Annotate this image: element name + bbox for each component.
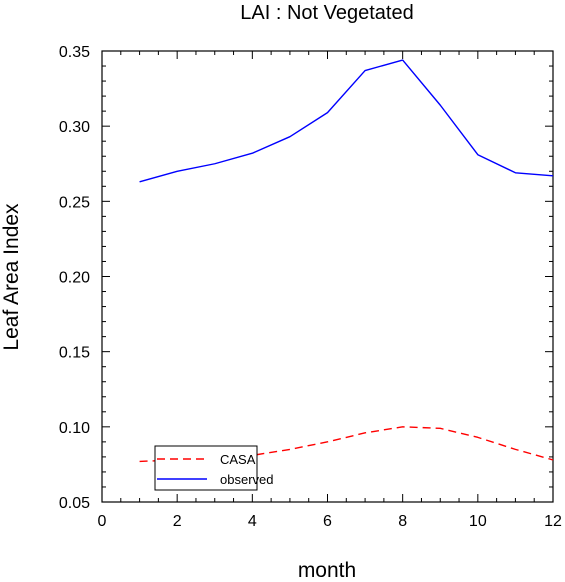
y-tick-labels: 0.05 0.10 0.15 0.20 0.25 0.30 0.35 [59,44,90,512]
x-tick-label: 6 [323,513,332,530]
series-line-observed [139,59,554,183]
plot-border [101,50,554,503]
x-tick-label: 12 [544,513,562,530]
y-tick-label: 0.10 [59,420,90,437]
legend-label-observed: observed [220,472,273,487]
x-tick-label: 4 [248,513,257,530]
axis-ticks [101,50,554,503]
legend-box [154,445,258,491]
x-tick-label: 8 [398,513,407,530]
plot-area [101,50,554,503]
legend: CASA observed [154,445,273,491]
series-layer [139,59,554,463]
legend-label-casa: CASA [220,452,256,467]
y-tick-label: 0.35 [59,44,90,61]
x-tick-label: 2 [173,513,182,530]
x-tick-labels: 0 2 4 6 8 10 12 [98,513,562,530]
x-axis-label: month [298,559,356,582]
chart-title: LAI : Not Vegetated [240,2,413,24]
y-tick-label: 0.15 [59,345,90,362]
y-axis-label: Leaf Area Index [0,203,23,351]
x-tick-label: 0 [98,513,107,530]
y-tick-label: 0.05 [59,495,90,512]
y-tick-label: 0.25 [59,194,90,211]
y-tick-label: 0.30 [59,119,90,136]
x-tick-label: 10 [469,513,487,530]
y-tick-label: 0.20 [59,270,90,287]
